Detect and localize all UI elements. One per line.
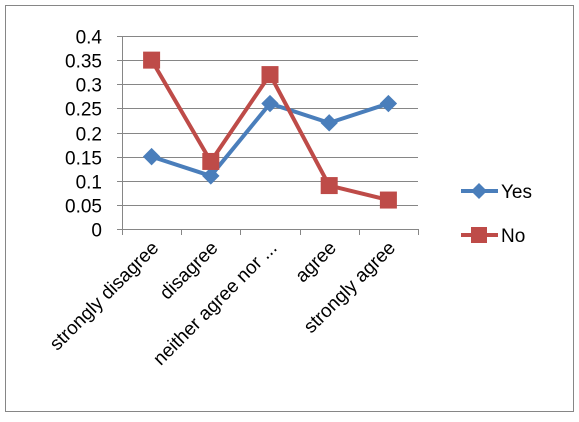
y-tick-label: 0.25: [65, 100, 102, 121]
y-tick-label: 0.05: [65, 197, 102, 218]
y-tick-label: 0.2: [76, 125, 102, 146]
data-point-no: [262, 67, 278, 83]
y-tick-label: 0.1: [76, 173, 102, 194]
data-point-no: [321, 178, 337, 194]
y-tick-label: 0.15: [65, 149, 102, 170]
legend-label: Yes: [501, 182, 532, 203]
legend-marker: [471, 227, 487, 243]
y-tick-label: 0.4: [76, 28, 103, 49]
data-point-no: [203, 153, 219, 169]
legend-label: No: [501, 226, 525, 247]
data-point-no: [144, 52, 160, 68]
y-tick-label: 0.3: [76, 76, 102, 97]
y-tick-label: 0: [91, 221, 102, 242]
data-point-no: [380, 192, 396, 208]
y-tick-label: 0.35: [65, 52, 102, 73]
